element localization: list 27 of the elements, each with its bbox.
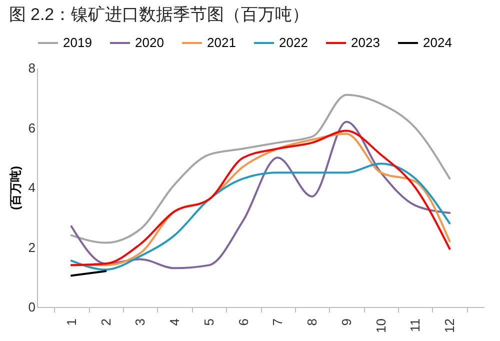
x-tick-label: 3 (132, 318, 148, 326)
x-tick-label: 11 (408, 318, 423, 332)
y-tick-label: 6 (28, 120, 36, 136)
legend-label: 2020 (135, 35, 164, 50)
legend-label: 2019 (63, 35, 92, 50)
legend-label: 2021 (207, 35, 236, 50)
x-tick-label: 4 (167, 318, 182, 326)
legend-label: 2023 (351, 35, 380, 50)
x-tick-label: 9 (338, 318, 354, 326)
chart-title: 图 2.2：镍矿进口数据季节图（百万吨） (8, 5, 310, 24)
x-tick-label: 2 (98, 318, 114, 326)
y-tick-label: 0 (28, 300, 36, 314)
line-series (70, 162, 451, 271)
x-tick-label: 6 (236, 318, 251, 326)
x-tick-label: 8 (304, 318, 320, 326)
y-tick-label: 8 (28, 60, 36, 76)
x-tick-label: 10 (373, 318, 388, 333)
y-axis-title: (百万吨) (8, 166, 22, 210)
x-tick-label: 12 (442, 318, 458, 333)
x-tick-label: 1 (64, 318, 79, 326)
x-tick-label: 5 (201, 318, 216, 326)
legend-label: 2022 (279, 35, 308, 50)
legend-label: 2024 (423, 35, 452, 50)
y-tick-label: 4 (28, 180, 36, 195)
line-series (70, 94, 451, 244)
x-tick-label: 7 (270, 318, 286, 326)
y-tick-label: 2 (28, 240, 36, 255)
